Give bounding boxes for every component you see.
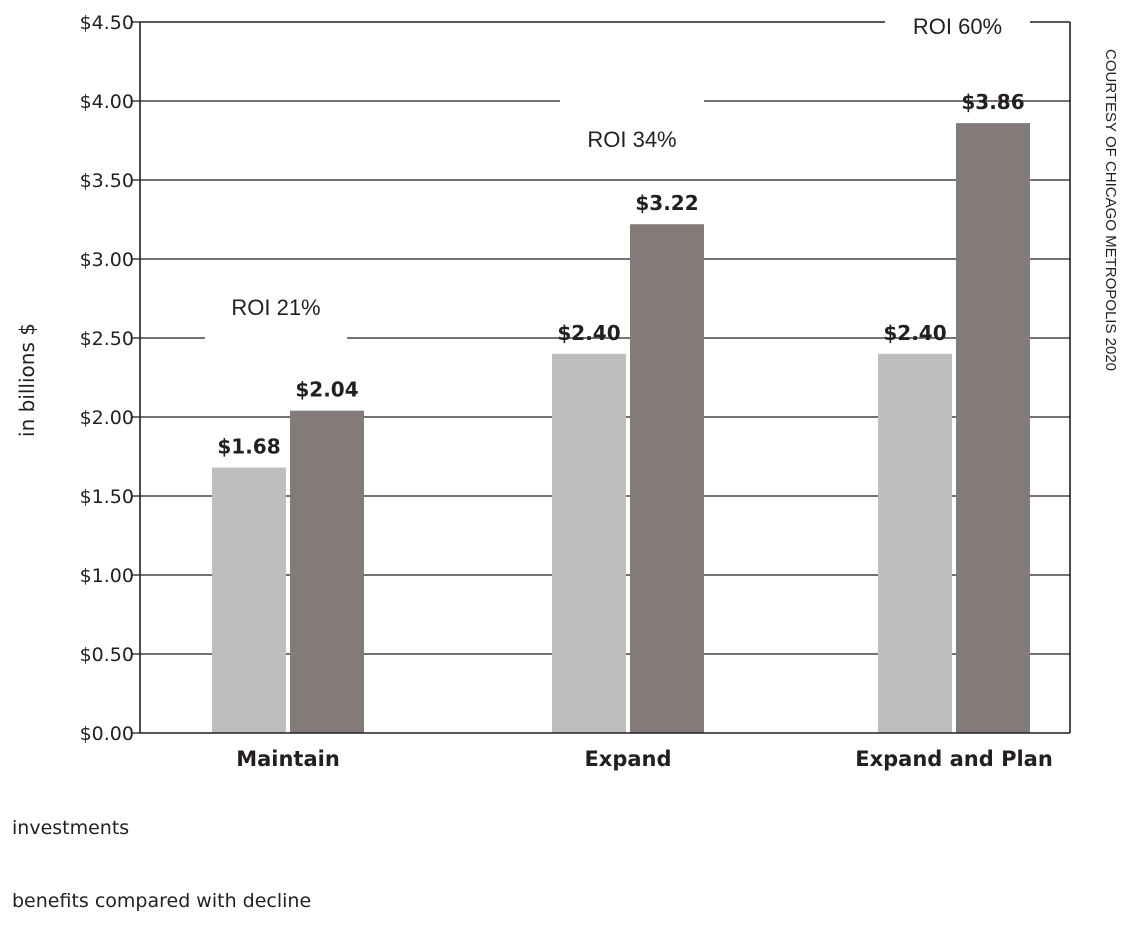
bar	[878, 353, 952, 733]
value-label: $3.22	[635, 191, 698, 215]
y-tick-label: $4.00	[80, 91, 134, 113]
value-label: $2.40	[557, 321, 620, 345]
value-labels: $1.68 $2.04 $2.40 $3.22 $2.40 $3.86	[217, 90, 1024, 458]
plot-frame	[139, 21, 1071, 734]
legend-item-benefits: benefits compared with decline	[12, 890, 311, 912]
value-label: $1.68	[217, 435, 280, 459]
roi-label: ROI 60%	[913, 14, 1002, 39]
y-tick-label: $1.50	[80, 486, 134, 508]
bar	[290, 410, 364, 733]
bar	[956, 123, 1030, 734]
y-tick-label: $0.50	[80, 644, 134, 666]
y-tick-label: $4.50	[80, 12, 134, 34]
bar	[630, 224, 704, 734]
roi-label: ROI 21%	[231, 295, 320, 320]
roi-box	[560, 99, 704, 179]
category-labels: Maintain Expand Expand and Plan	[236, 747, 1053, 771]
bars	[212, 123, 1030, 734]
y-tick-labels: $0.00 $0.50 $1.00 $1.50 $2.00 $2.50 $3.00 $3.50…	[80, 12, 134, 745]
y-axis-label: in billions $	[15, 323, 39, 437]
legend-label-investments: investments	[12, 817, 130, 839]
legend-label-benefits: benefits compared with decline	[12, 890, 312, 912]
y-tick-label: $0.00	[80, 723, 134, 745]
bar	[212, 467, 286, 733]
y-tick-label: $3.50	[80, 170, 134, 192]
value-label: $2.04	[295, 378, 358, 402]
bar	[552, 353, 626, 733]
y-tick-label: $2.50	[80, 328, 134, 350]
value-label: $3.86	[961, 90, 1024, 114]
y-tick-label: $1.00	[80, 565, 134, 587]
roi-box	[205, 272, 347, 342]
roi-label: ROI 34%	[587, 127, 676, 152]
value-label: $2.40	[883, 321, 946, 345]
roi-box	[885, 0, 1030, 52]
legend-item-investments: investments	[12, 817, 129, 839]
category-label: Maintain	[236, 747, 340, 771]
credit-text: COURTESY OF CHICAGO METROPOLIS 2020	[1102, 49, 1119, 371]
roi-annotations: ROI 21% ROI 34% ROI 60%	[205, 0, 1030, 342]
category-label: Expand	[584, 747, 671, 771]
y-tick-label: $2.00	[80, 407, 134, 429]
category-label: Expand and Plan	[855, 747, 1053, 771]
y-tick-label: $3.00	[80, 249, 134, 271]
